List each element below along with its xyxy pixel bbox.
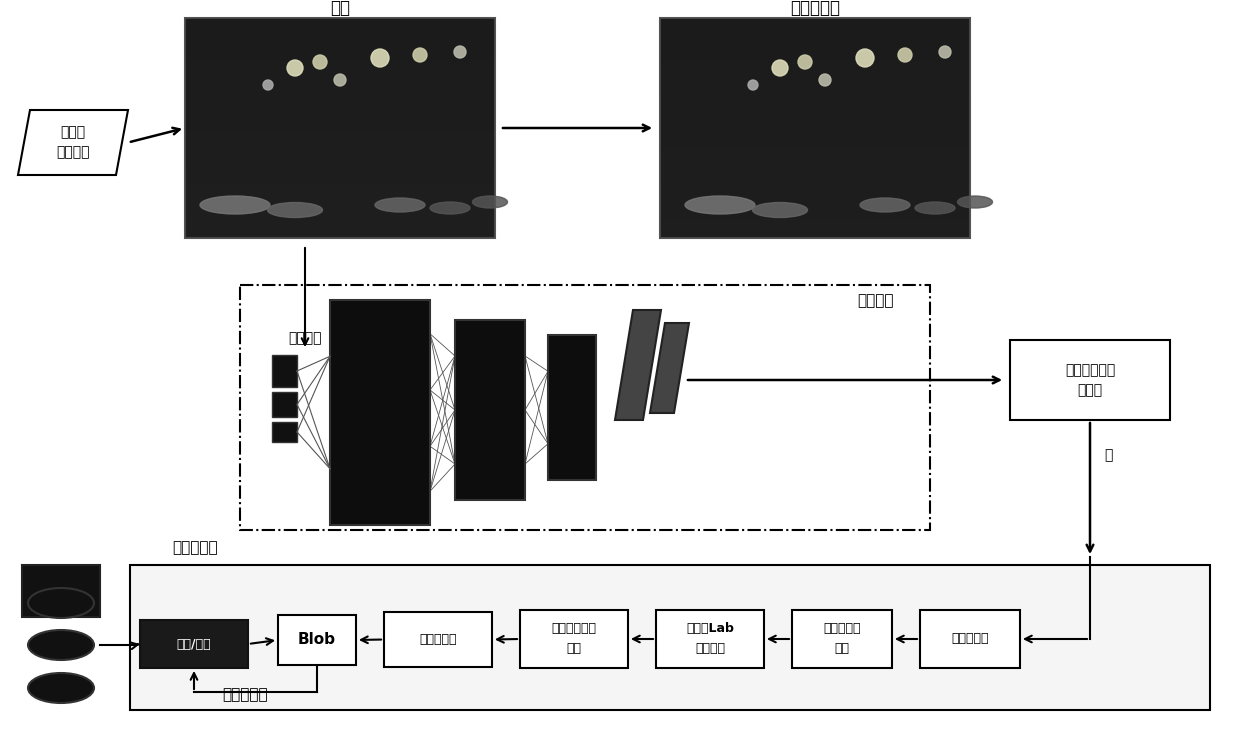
Circle shape [263,80,273,90]
Text: 阈値/占比: 阈値/占比 [176,638,211,650]
Text: 处理: 处理 [567,642,582,656]
Text: 卷积网络: 卷积网络 [857,294,893,308]
Text: 排除负样本: 排除负样本 [419,633,456,646]
Ellipse shape [915,202,955,214]
Bar [548,335,596,480]
Circle shape [939,46,951,58]
Bar [792,610,892,668]
Text: 采集图像: 采集图像 [56,145,89,159]
Circle shape [371,49,389,67]
Circle shape [799,55,812,69]
Ellipse shape [430,202,470,214]
Bar [185,18,495,238]
Ellipse shape [957,196,992,208]
Ellipse shape [861,198,910,212]
Circle shape [748,80,758,90]
Bar [278,615,356,665]
Bar [455,320,525,500]
Text: 可能的区域: 可能的区域 [790,0,839,17]
Text: 类别？: 类别？ [1078,383,1102,397]
Ellipse shape [29,673,94,703]
Circle shape [773,60,787,76]
Circle shape [312,55,327,69]
Text: 转换到Lab: 转换到Lab [686,623,734,635]
Circle shape [286,60,303,76]
Text: 裁剪红绳灯: 裁剪红绳灯 [823,623,861,635]
Bar [272,422,298,442]
Bar [22,565,100,617]
Circle shape [818,74,831,86]
Text: 区域: 区域 [835,642,849,656]
Bar [140,620,248,668]
Bar [272,355,298,387]
Text: 缩放区域: 缩放区域 [288,331,321,345]
Bar [384,612,492,667]
Text: 红绳灯定位: 红绳灯定位 [172,541,218,556]
Text: 红绳灯识别: 红绳灯识别 [222,688,268,703]
Ellipse shape [200,196,270,214]
Bar [920,610,1021,668]
Bar [130,565,1210,710]
Bar [520,610,627,668]
Bar [660,18,970,238]
Polygon shape [19,110,128,175]
Circle shape [413,48,427,62]
Text: 红绳灯图片预: 红绳灯图片预 [552,623,596,635]
Bar [330,300,430,525]
Bar [272,392,298,417]
Ellipse shape [374,198,425,212]
Circle shape [334,74,346,86]
Ellipse shape [29,630,94,660]
Circle shape [898,48,911,62]
Text: 颜色空间: 颜色空间 [694,642,725,656]
Polygon shape [650,323,689,413]
Text: 摄像头: 摄像头 [61,125,86,139]
Circle shape [454,46,466,58]
Ellipse shape [29,588,94,618]
Ellipse shape [753,203,807,218]
Circle shape [856,49,874,67]
Bar [241,285,930,530]
Polygon shape [615,310,661,420]
Text: 原图: 原图 [330,0,350,17]
Text: Blob: Blob [298,633,336,647]
Text: 是: 是 [1104,448,1112,462]
Text: 得到外接矩: 得到外接矩 [951,633,988,645]
Ellipse shape [472,196,507,208]
Bar [656,610,764,668]
Ellipse shape [268,203,322,218]
Text: 是否是红绳灯: 是否是红绳灯 [1065,363,1115,377]
Bar [1011,340,1171,420]
Ellipse shape [684,196,755,214]
